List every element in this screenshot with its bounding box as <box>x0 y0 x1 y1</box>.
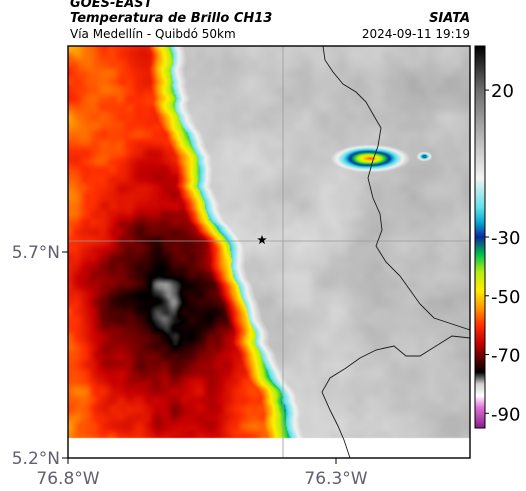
product-title: Temperatura de Brillo CH13 <box>70 11 273 26</box>
lon-tick-label: 76.8°W <box>36 469 99 489</box>
plot-frame <box>67 45 471 459</box>
department-border <box>322 46 470 331</box>
department-border <box>321 335 470 458</box>
colorbar-tick-label: -90 <box>491 404 520 425</box>
colorbar-tick-label: -30 <box>491 228 520 249</box>
colorbar-fill <box>474 45 486 429</box>
brightness-temperature-image <box>68 46 470 458</box>
satellite-name: GOES-EAST <box>70 0 153 11</box>
lon-tick-label: 76.3°W <box>304 469 367 489</box>
datetime-label: 2024-09-11 19:19 <box>361 27 470 41</box>
colorbar-tick-label: 20 <box>491 81 514 102</box>
lat-tick-label: 5.7°N <box>12 243 60 263</box>
region-label: Vía Medellín - Quibdó 50km <box>70 27 236 41</box>
source-label: SIATA <box>429 11 470 26</box>
colorbar-tick-label: -70 <box>491 346 520 367</box>
location-star-icon <box>257 235 267 245</box>
colorbar: 20 -30 -50 -70 -90 <box>474 45 520 429</box>
lat-tick-label: 5.2°N <box>12 449 60 469</box>
colorbar-tick-label: -50 <box>491 287 520 308</box>
